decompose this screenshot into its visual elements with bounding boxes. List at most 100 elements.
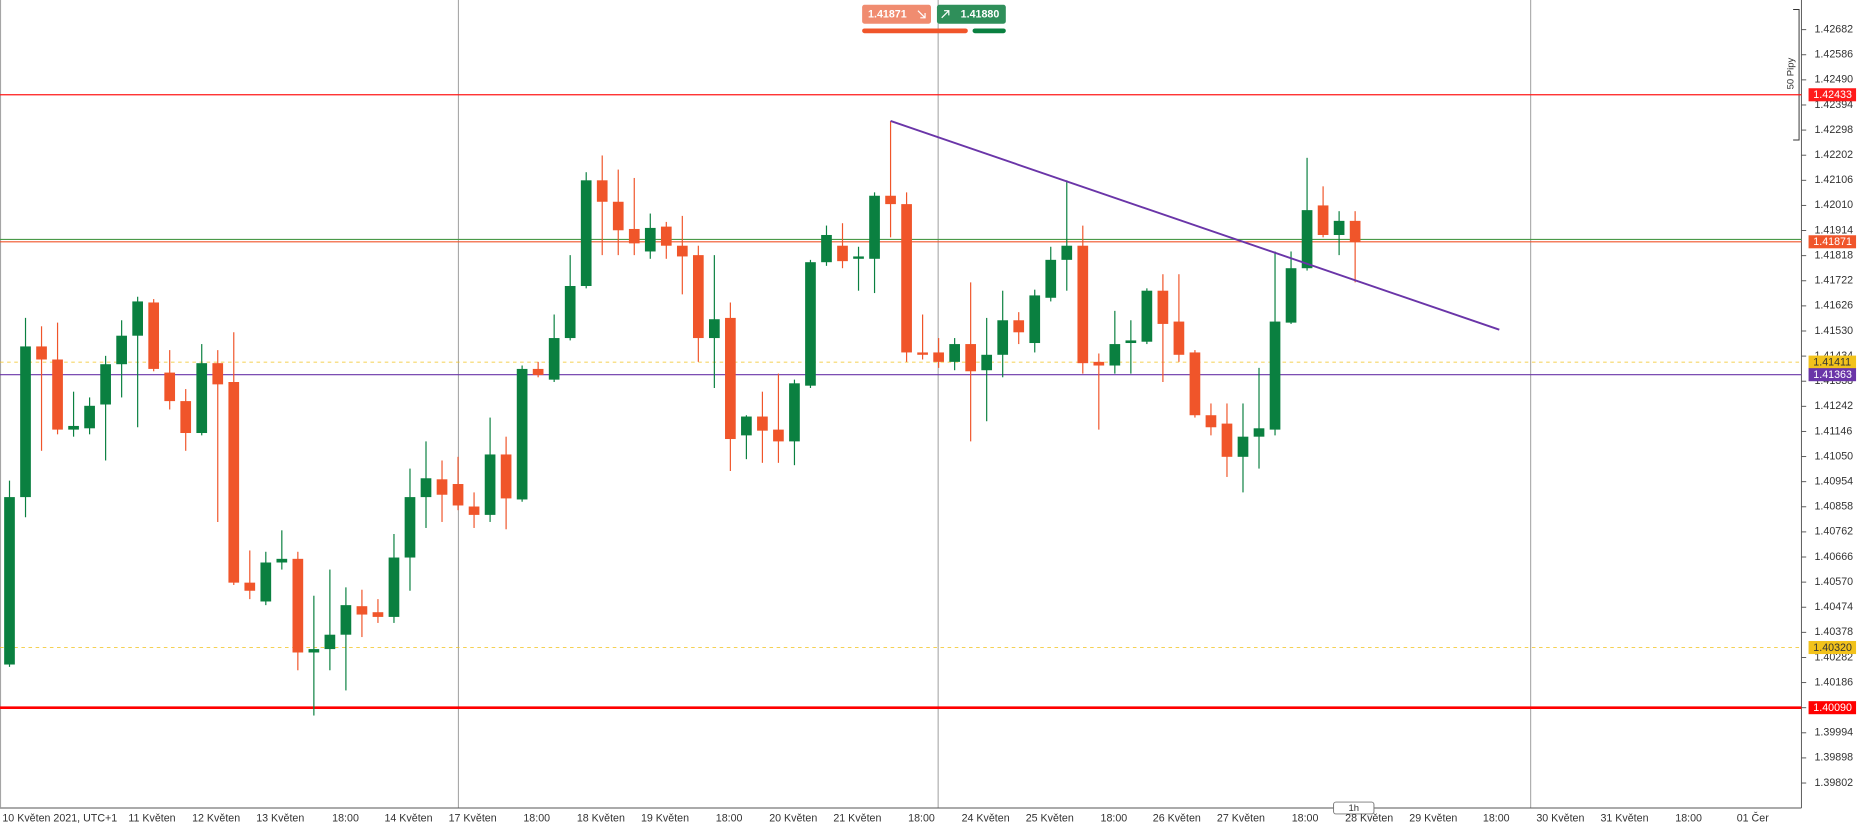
x-tick-label: 18:00 xyxy=(908,813,935,825)
y-tick-label: 1.39994 xyxy=(1814,727,1853,739)
candle-body xyxy=(1109,344,1121,366)
price-badge xyxy=(1808,88,1857,102)
candle-body xyxy=(1253,428,1265,437)
candle-body xyxy=(869,195,880,259)
y-tick-label: 1.40762 xyxy=(1814,526,1853,538)
y-tick-label: 1.41626 xyxy=(1814,300,1853,312)
candle-body xyxy=(164,372,176,402)
candle-body xyxy=(500,454,512,499)
candle-body xyxy=(917,352,928,355)
candle-body xyxy=(596,180,608,202)
candle-body xyxy=(420,478,432,498)
candle-body xyxy=(789,383,800,442)
candle-body xyxy=(484,454,496,515)
y-tick-label: 1.41050 xyxy=(1814,450,1853,462)
plot-layer xyxy=(0,94,1802,716)
candle-body xyxy=(1061,245,1073,260)
candle-body xyxy=(757,416,768,431)
candle-body xyxy=(516,368,528,500)
x-tick-label: 18:00 xyxy=(332,813,359,825)
price-badge xyxy=(1808,640,1857,655)
candle-body xyxy=(388,557,400,617)
buy-price: 1.41880 xyxy=(961,9,1000,21)
candle-body xyxy=(404,497,416,558)
candle-body xyxy=(612,201,624,231)
y-tick-label: 1.40666 xyxy=(1814,551,1853,563)
candle-body xyxy=(356,606,368,615)
x-tick-label: 17 Květen xyxy=(449,813,497,825)
candle-body xyxy=(965,344,977,372)
buy-button[interactable] xyxy=(936,4,1006,24)
candle-body xyxy=(532,368,544,375)
candle-body xyxy=(276,558,288,563)
x-tick-label: 21 Květen xyxy=(833,813,881,825)
candle-body xyxy=(372,612,384,617)
price-badge xyxy=(1808,235,1857,249)
x-tick-label: 18:00 xyxy=(1101,813,1128,825)
trade-widget: 1.41871 1.41880 xyxy=(862,4,1006,34)
sell-icon xyxy=(917,10,926,19)
y-tick-label: 1.42106 xyxy=(1814,174,1853,186)
price-badge-label: 1.42433 xyxy=(1813,89,1852,101)
price-badge-label: 1.41363 xyxy=(1813,369,1852,381)
candle-body xyxy=(709,319,720,339)
y-tick-label: 1.41242 xyxy=(1814,400,1853,412)
timeframe-badge: 1h xyxy=(1333,801,1375,815)
price-badge xyxy=(1808,701,1857,715)
candle-body xyxy=(564,285,576,339)
candle-body xyxy=(853,256,864,259)
y-tick-label: 1.42298 xyxy=(1814,124,1853,136)
candle-body xyxy=(436,479,448,495)
candle-body xyxy=(773,429,784,442)
buy-bar xyxy=(972,28,1006,34)
candle-body xyxy=(933,352,944,362)
x-tick-label: 18:00 xyxy=(716,813,743,825)
buy-icon xyxy=(941,10,950,19)
x-tick-label: 18 Květen xyxy=(577,813,625,825)
y-tick-label: 1.40858 xyxy=(1814,501,1853,513)
pip-range: 50 Pipy xyxy=(1785,9,1800,141)
candle-body xyxy=(212,363,224,385)
candle-body xyxy=(1237,436,1249,457)
x-tick-label: 01 Čer xyxy=(1737,812,1769,825)
candle-body xyxy=(100,364,111,405)
candle-body xyxy=(468,506,480,515)
candle-body xyxy=(324,634,336,650)
candle-body xyxy=(228,382,240,583)
y-tick-label: 1.41146 xyxy=(1814,425,1852,437)
candle-body xyxy=(628,228,640,244)
timeframe-label: 1h xyxy=(1348,803,1359,814)
candle-body xyxy=(1029,295,1041,344)
y-tick-label: 1.42490 xyxy=(1814,74,1853,86)
x-tick-label: 13 Květen xyxy=(256,813,304,825)
candle-body xyxy=(676,245,688,257)
candle-body xyxy=(660,226,672,246)
candle-body xyxy=(1045,259,1057,298)
candle-body xyxy=(644,227,656,252)
candle-body xyxy=(1205,415,1217,428)
y-tick-label: 1.40186 xyxy=(1814,676,1853,688)
price-badge xyxy=(1808,368,1857,382)
sell-price: 1.41871 xyxy=(868,9,907,21)
y-tick-label: 1.42202 xyxy=(1814,149,1853,161)
y-tick-label: 1.40570 xyxy=(1814,576,1853,588)
y-tick-label: 1.40378 xyxy=(1814,626,1853,638)
candle-body xyxy=(196,363,208,434)
candle-body xyxy=(148,302,160,369)
candle-body xyxy=(52,359,63,430)
candle-body xyxy=(901,204,912,353)
timeframe-box[interactable] xyxy=(1333,801,1375,815)
candle-body xyxy=(68,425,79,430)
y-tick-label: 1.41722 xyxy=(1814,275,1853,287)
price-badge-label: 1.41411 xyxy=(1813,357,1851,369)
candle-body xyxy=(821,234,832,263)
sell-button[interactable] xyxy=(862,4,931,24)
x-tick-label: 19 Květen xyxy=(641,813,689,825)
x-tick-label: 26 Květen xyxy=(1153,813,1201,825)
x-tick-label: 31 Květen xyxy=(1600,813,1648,825)
price-badge-label: 1.40090 xyxy=(1813,702,1852,714)
sell-bar xyxy=(862,28,968,34)
